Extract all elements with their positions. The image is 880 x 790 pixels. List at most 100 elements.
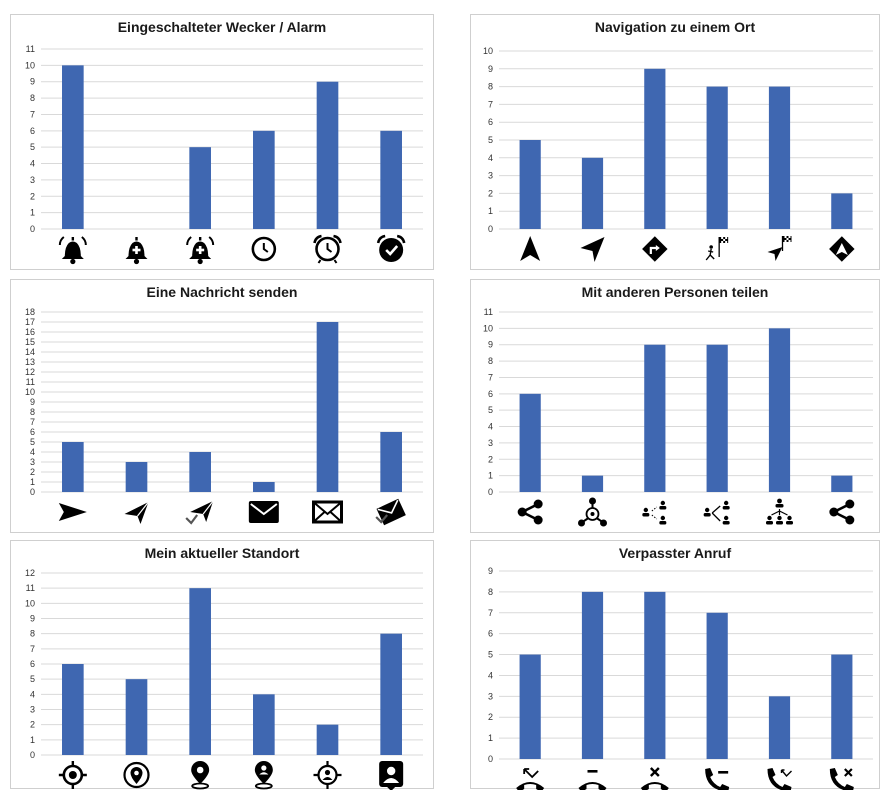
phone-missed-arrow-icon <box>516 768 545 790</box>
y-tick-label: 10 <box>25 387 35 397</box>
y-tick-label: 1 <box>488 733 493 743</box>
y-tick-label: 1 <box>30 477 35 487</box>
bar <box>316 322 339 492</box>
alarm-bell-plus-icon <box>125 237 148 265</box>
y-tick-label: 10 <box>25 598 35 608</box>
arrow-flag-icon <box>767 236 792 261</box>
bar <box>189 452 211 492</box>
bar <box>316 81 339 230</box>
bar <box>706 612 728 759</box>
location-person-target-icon <box>313 761 342 789</box>
y-tick-label: 12 <box>25 568 35 578</box>
y-tick-label: 11 <box>484 307 493 317</box>
chart-title: Navigation zu einem Ort <box>594 19 756 35</box>
bar <box>768 328 791 492</box>
y-tick-label: 7 <box>488 608 493 618</box>
y-tick-label: 10 <box>483 46 493 56</box>
chart-title: Mit anderen Personen teilen <box>581 284 769 300</box>
bar <box>706 86 728 229</box>
y-tick-label: 2 <box>488 712 493 722</box>
share-icon <box>517 499 543 525</box>
y-tick-label: 2 <box>488 188 493 198</box>
y-tick-label: 8 <box>488 82 493 92</box>
y-tick-label: 3 <box>30 457 35 467</box>
y-tick-label: 0 <box>30 224 35 234</box>
chart-svg: 0 1 2 3 4 5 6 7 8 9 10 11 <box>483 307 873 527</box>
y-tick-label: 4 <box>30 689 35 699</box>
location-person-card-icon <box>379 761 404 790</box>
y-tick-label: 6 <box>30 427 35 437</box>
navigation-arrow-up-icon <box>520 236 541 261</box>
chart-svg: 0 1 2 3 4 5 6 7 8 9 10 11 <box>25 44 423 265</box>
share-circle-icon <box>578 497 607 527</box>
y-tick-label: 14 <box>25 347 35 357</box>
alarm-bell-ringing-icon <box>58 236 87 265</box>
mail-send-check-icon <box>375 498 406 526</box>
bar <box>253 482 275 492</box>
y-tick-label: 5 <box>30 142 35 152</box>
chart-title: Verpasster Anruf <box>618 545 732 561</box>
chart-title: Eingeschalteter Wecker / Alarm <box>117 19 327 35</box>
chart-title: Mein aktueller Standort <box>144 545 300 561</box>
y-tick-label: 3 <box>488 691 493 701</box>
phone-call-missed-icon <box>767 768 792 790</box>
mail-filled-icon <box>248 501 279 523</box>
bar <box>644 68 666 229</box>
y-tick-label: 1 <box>30 208 35 218</box>
alarm-bell-plus-ringing-icon <box>186 236 215 265</box>
chart-panel-alarm: Eingeschalteter Wecker / Alarm 0 1 2 3 4 5 6 7 8… <box>10 14 434 270</box>
chart-svg: 0 1 2 3 4 5 6 7 8 9 <box>488 566 873 790</box>
y-tick-label: 10 <box>25 60 35 70</box>
y-tick-label: 9 <box>488 340 493 350</box>
bar <box>581 475 604 492</box>
y-tick-label: 7 <box>488 372 493 382</box>
y-tick-label: 5 <box>30 674 35 684</box>
chart-panel-message: Eine Nachricht senden 0 1 2 3 4 5 6 7 8 9 10 11 12 13… <box>10 279 434 533</box>
bar <box>380 633 402 755</box>
share-people-branch-icon <box>703 500 730 525</box>
y-tick-label: 0 <box>30 487 35 497</box>
location-pin-outline-icon <box>123 761 150 789</box>
bar <box>831 475 853 492</box>
location-person-pin-icon <box>254 761 273 790</box>
bar <box>189 147 211 229</box>
y-tick-label: 3 <box>488 171 493 181</box>
y-tick-label: 0 <box>488 224 493 234</box>
y-tick-label: 6 <box>30 659 35 669</box>
bar <box>831 654 853 759</box>
location-target-icon <box>58 761 87 789</box>
y-tick-label: 0 <box>488 487 493 497</box>
bar <box>831 193 853 229</box>
bar <box>706 344 728 492</box>
y-tick-label: 4 <box>488 670 493 680</box>
y-tick-label: 0 <box>30 750 35 760</box>
y-tick-label: 18 <box>25 307 35 317</box>
y-tick-label: 9 <box>488 64 493 74</box>
chart-panel-location: Mein aktueller Standort 0 1 2 3 4 5 6 7 8 9 10 11 12 <box>10 540 434 790</box>
y-tick-label: 2 <box>488 454 493 464</box>
bar <box>768 86 791 229</box>
y-tick-label: 13 <box>25 357 35 367</box>
y-tick-label: 2 <box>30 720 35 730</box>
y-tick-label: 3 <box>488 438 493 448</box>
y-tick-label: 2 <box>30 191 35 201</box>
y-tick-label: 4 <box>30 447 35 457</box>
chart-panel-missed-call: Verpasster Anruf 0 1 2 3 4 5 6 7 8 9 <box>470 540 880 790</box>
y-tick-label: 7 <box>30 644 35 654</box>
y-tick-label: 7 <box>30 417 35 427</box>
y-tick-label: 3 <box>30 175 35 185</box>
runner-flag-icon <box>705 237 729 261</box>
alarm-clock-check-icon <box>376 234 406 262</box>
bar <box>316 724 339 755</box>
directions-sign-icon <box>642 236 668 262</box>
y-tick-label: 4 <box>488 153 493 163</box>
mail-outline-icon <box>312 500 343 524</box>
y-tick-label: 11 <box>26 377 35 387</box>
y-tick-label: 1 <box>30 735 35 745</box>
y-tick-label: 5 <box>30 437 35 447</box>
y-tick-label: 1 <box>488 206 493 216</box>
bar <box>380 130 402 229</box>
paper-plane-icon <box>124 501 149 524</box>
